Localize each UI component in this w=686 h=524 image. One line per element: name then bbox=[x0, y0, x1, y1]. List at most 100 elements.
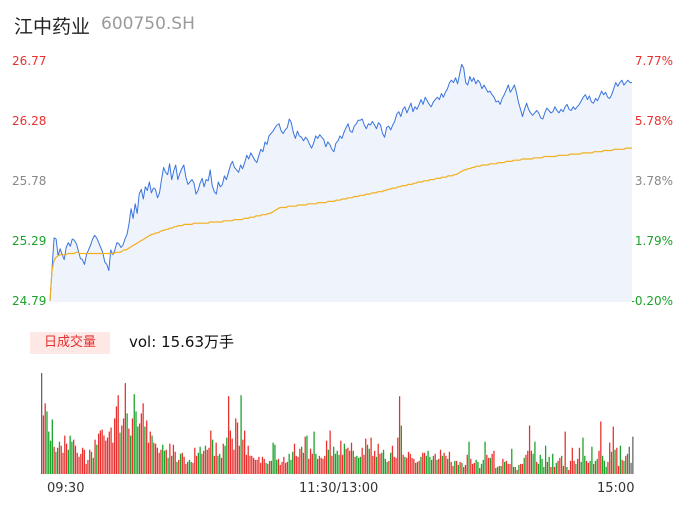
volume-bar bbox=[147, 442, 150, 474]
volume-bar bbox=[464, 464, 467, 474]
volume-bar bbox=[163, 450, 166, 474]
volume-bar bbox=[197, 452, 199, 474]
volume-bar bbox=[482, 459, 484, 474]
volume-bar bbox=[251, 455, 253, 474]
stock-name: 江中药业 bbox=[14, 16, 91, 38]
volume-bar bbox=[632, 436, 634, 474]
volume-bar bbox=[188, 459, 191, 474]
volume-bar bbox=[261, 456, 264, 474]
volume-bar bbox=[317, 458, 319, 474]
volume-bar bbox=[418, 460, 420, 474]
volume-bar bbox=[90, 451, 93, 474]
volume-bar bbox=[391, 445, 394, 474]
volume-tag: 日成交量 bbox=[30, 332, 110, 354]
volume-bar bbox=[390, 452, 392, 474]
volume-bar bbox=[265, 462, 267, 474]
volume-bar bbox=[245, 454, 248, 474]
volume-bar bbox=[41, 373, 43, 474]
volume-bar bbox=[122, 418, 125, 474]
volume-bar bbox=[596, 458, 598, 474]
volume-bar bbox=[195, 455, 198, 474]
volume-bar bbox=[308, 458, 310, 474]
volume-bar bbox=[176, 461, 178, 474]
volume-bar bbox=[222, 443, 224, 474]
volume-bar bbox=[612, 426, 614, 474]
volume-bar bbox=[208, 447, 210, 474]
volume-bar bbox=[600, 421, 602, 474]
volume-bar bbox=[368, 448, 370, 474]
volume-bar bbox=[603, 460, 606, 474]
volume-bar bbox=[414, 462, 417, 474]
volume-bar bbox=[135, 411, 137, 474]
volume-bar bbox=[215, 442, 217, 474]
volume-bar bbox=[484, 441, 486, 474]
volume-bar bbox=[420, 456, 422, 474]
price-line bbox=[49, 63, 632, 301]
y-right-tick: 3.78% bbox=[634, 174, 673, 188]
volume-bar bbox=[552, 453, 554, 474]
volume-bar bbox=[57, 447, 59, 474]
volume-bar bbox=[577, 458, 579, 474]
volume-bar bbox=[343, 443, 346, 474]
volume-bar bbox=[521, 463, 524, 474]
volume-bar bbox=[543, 466, 545, 474]
volume-bar bbox=[51, 419, 53, 474]
volume-bar bbox=[154, 443, 157, 474]
volume-bar bbox=[500, 465, 502, 474]
volume-bar bbox=[124, 383, 126, 474]
volume-bar bbox=[274, 444, 276, 474]
volume-bar bbox=[55, 451, 57, 474]
volume-bar bbox=[487, 457, 490, 474]
volume-bar bbox=[402, 454, 404, 474]
volume-bar bbox=[530, 450, 532, 474]
average-price-line bbox=[49, 147, 632, 301]
volume-bar bbox=[359, 456, 362, 474]
volume-bar bbox=[388, 460, 390, 474]
volume-bar bbox=[454, 460, 456, 474]
volume-bar bbox=[516, 469, 518, 474]
volume-bar bbox=[156, 447, 159, 474]
volume-bar bbox=[333, 446, 335, 474]
volume-bar bbox=[617, 465, 620, 474]
volume-bar bbox=[227, 396, 230, 474]
volume-bar bbox=[295, 455, 297, 474]
y-left-tick: 25.78 bbox=[12, 174, 47, 188]
volume-bar bbox=[557, 460, 559, 474]
volume-bar bbox=[461, 462, 463, 474]
y-right-tick: 1.79% bbox=[634, 234, 673, 248]
volume-bar bbox=[247, 445, 249, 474]
volume-bar bbox=[183, 456, 185, 474]
volume-bar bbox=[365, 438, 367, 474]
volume-bar bbox=[276, 459, 278, 474]
volume-bar bbox=[60, 445, 62, 474]
volume-bar bbox=[146, 420, 148, 474]
volume-bar bbox=[504, 461, 506, 474]
volume-bar bbox=[85, 463, 87, 474]
volume-bar bbox=[327, 449, 329, 474]
volume-bar bbox=[69, 435, 71, 474]
volume-bar bbox=[272, 442, 274, 474]
volume-bar bbox=[281, 461, 283, 474]
volume-bar bbox=[78, 456, 80, 474]
volume-bar bbox=[226, 437, 228, 474]
volume-bar bbox=[578, 447, 581, 474]
volume-bar bbox=[559, 457, 561, 474]
volume-bar bbox=[413, 458, 415, 474]
volume-bar bbox=[169, 443, 171, 474]
volume-bar bbox=[381, 452, 383, 474]
volume-bar bbox=[131, 418, 134, 474]
volume-bar bbox=[292, 451, 294, 474]
volume-bar bbox=[496, 466, 499, 474]
volume-bar bbox=[49, 440, 52, 474]
volume-bar bbox=[94, 439, 96, 474]
volume-bar bbox=[382, 449, 385, 474]
volume-bar bbox=[44, 403, 46, 474]
volume-bar bbox=[336, 450, 338, 474]
volume-bar bbox=[178, 459, 180, 474]
volume-bar bbox=[334, 453, 337, 474]
volume-bar bbox=[361, 447, 363, 474]
volume-bar bbox=[179, 453, 182, 474]
volume-bar bbox=[398, 396, 401, 474]
volume-bar bbox=[356, 455, 358, 474]
volume-bar bbox=[185, 463, 187, 474]
